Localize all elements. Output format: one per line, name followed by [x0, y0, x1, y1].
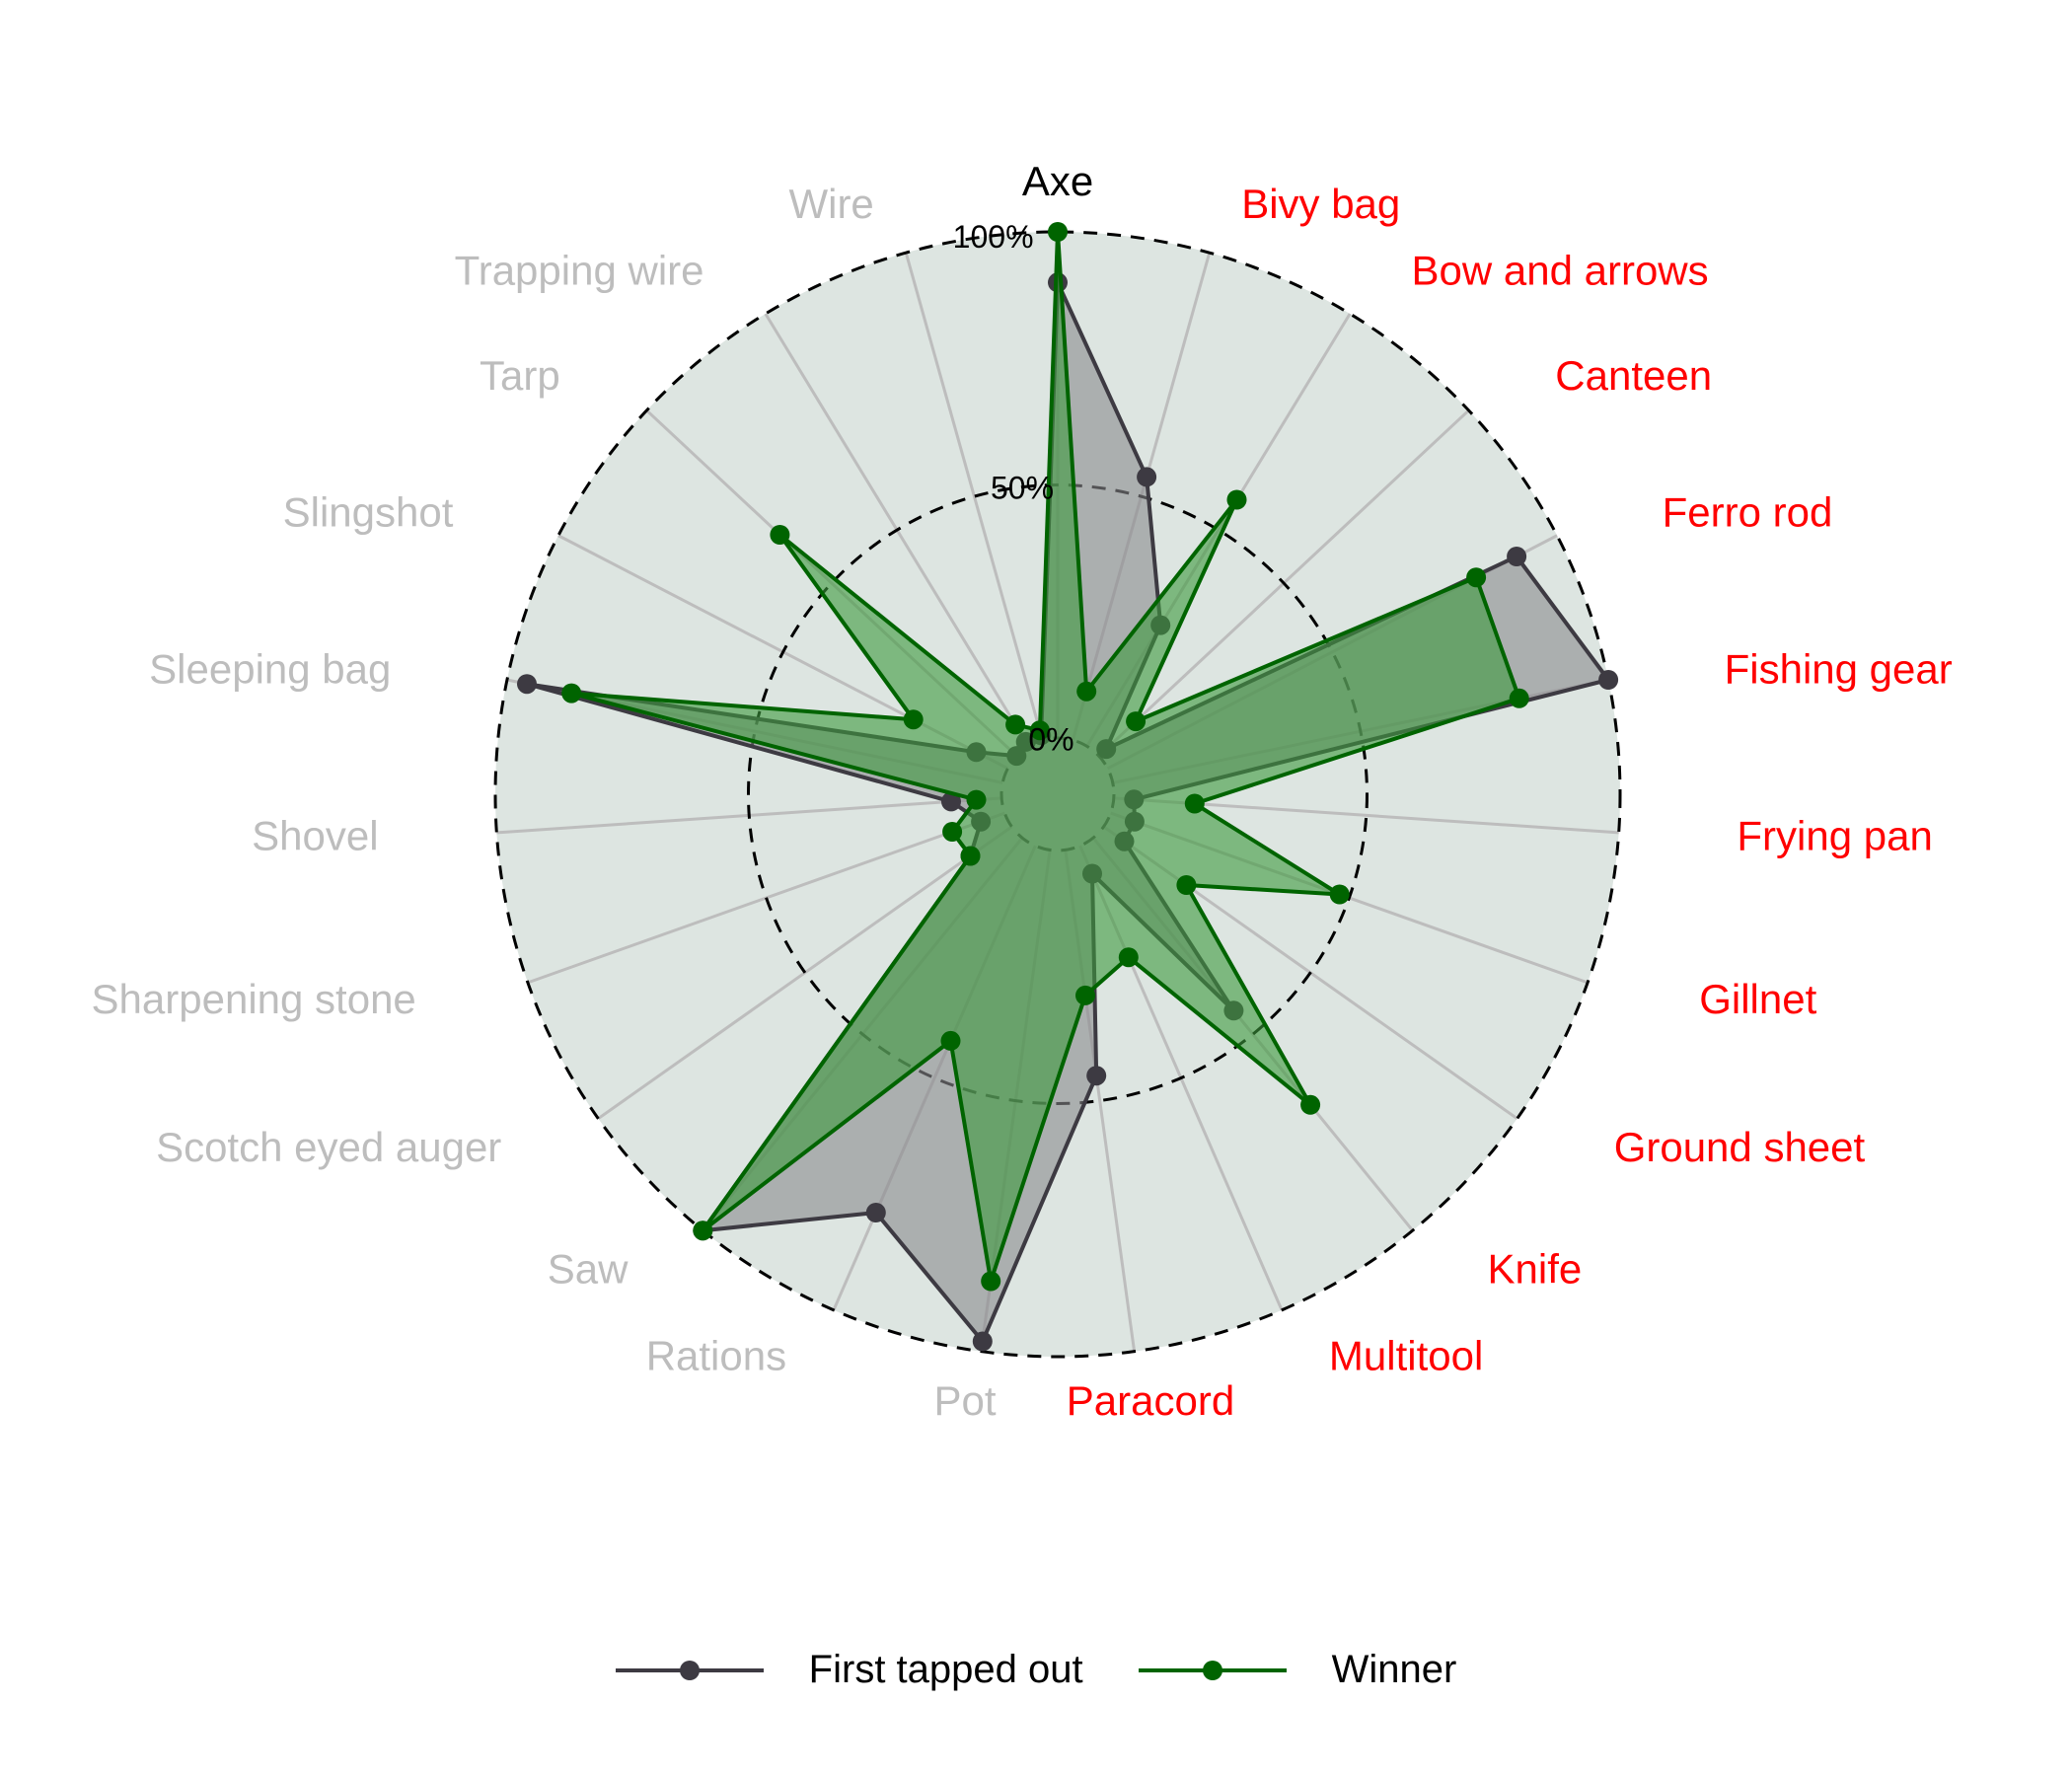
point-winner-ferro-rod	[1466, 567, 1486, 587]
category-label-wire: Wire	[788, 181, 873, 227]
radial-tick-label-0: 0%	[1028, 721, 1073, 757]
point-winner-multitool	[1119, 947, 1139, 967]
point-winner-sharpening-stone	[942, 822, 962, 842]
category-label-bivy-bag: Bivy bag	[1241, 181, 1400, 227]
point-winner-paracord	[1075, 986, 1095, 1005]
point-winner-tarp	[770, 525, 789, 545]
point-winner-canteen	[1126, 711, 1146, 731]
category-label-pot: Pot	[933, 1377, 996, 1424]
category-label-sleeping-bag: Sleeping bag	[149, 646, 391, 693]
point-first-tapped-out-paracord	[1086, 1066, 1106, 1085]
category-label-frying-pan: Frying pan	[1737, 812, 1932, 858]
point-first-tapped-out-fishing-gear	[1598, 670, 1618, 690]
legend: First tapped out Winner	[0, 1648, 2072, 1692]
point-first-tapped-out-rations	[866, 1203, 886, 1222]
category-label-sharpening-stone: Sharpening stone	[92, 976, 416, 1022]
point-winner-bow-and-arrows	[1227, 490, 1247, 510]
legend-label-winner: Winner	[1332, 1648, 1457, 1692]
point-winner-axe	[1048, 222, 1068, 242]
point-winner-bivy-bag	[1076, 682, 1096, 702]
legend-item-first-tapped-out[interactable]: First tapped out	[616, 1648, 1083, 1692]
point-first-tapped-out-sleeping-bag	[517, 674, 537, 694]
category-label-ferro-rod: Ferro rod	[1663, 488, 1833, 535]
category-label-saw: Saw	[548, 1246, 629, 1293]
point-winner-knife	[1300, 1095, 1320, 1115]
category-label-knife: Knife	[1488, 1246, 1583, 1293]
category-label-rations: Rations	[646, 1333, 786, 1379]
category-label-trapping-wire: Trapping wire	[455, 247, 704, 293]
radial-tick-label-50: 50%	[991, 471, 1054, 506]
legend-marker-first-tapped-out	[616, 1656, 764, 1685]
point-winner-saw	[693, 1221, 712, 1240]
radial-tick-label-100: 100%	[953, 219, 1034, 255]
category-label-multitool: Multitool	[1329, 1333, 1483, 1379]
point-winner-trapping-wire	[1005, 714, 1025, 734]
legend-label-first-tapped-out: First tapped out	[809, 1648, 1083, 1692]
point-winner-scotch-eyed-auger	[961, 847, 981, 866]
category-label-slingshot: Slingshot	[283, 488, 454, 535]
legend-item-winner[interactable]: Winner	[1139, 1648, 1457, 1692]
point-first-tapped-out-ferro-rod	[1507, 547, 1526, 566]
category-label-bow-and-arrows: Bow and arrows	[1412, 247, 1709, 293]
category-label-paracord: Paracord	[1067, 1377, 1234, 1424]
category-label-canteen: Canteen	[1555, 352, 1712, 399]
point-first-tapped-out-bivy-bag	[1137, 467, 1156, 486]
point-winner-frying-pan	[1185, 794, 1205, 814]
point-winner-ground-sheet	[1176, 875, 1196, 895]
category-label-gillnet: Gillnet	[1699, 976, 1816, 1022]
category-label-axe: Axe	[1022, 158, 1093, 204]
point-winner-sleeping-bag	[561, 684, 581, 703]
point-winner-rations	[941, 1031, 961, 1051]
point-winner-fishing-gear	[1510, 689, 1529, 708]
point-winner-gillnet	[1330, 885, 1350, 905]
category-label-tarp: Tarp	[480, 352, 560, 399]
point-first-tapped-out-pot	[973, 1332, 993, 1352]
category-label-scotch-eyed-auger: Scotch eyed auger	[156, 1124, 501, 1170]
point-winner-shovel	[967, 790, 987, 810]
category-label-shovel: Shovel	[252, 812, 378, 858]
legend-marker-winner	[1139, 1656, 1287, 1685]
point-winner-pot	[981, 1272, 1000, 1292]
point-winner-slingshot	[904, 709, 924, 729]
category-label-ground-sheet: Ground sheet	[1614, 1124, 1866, 1170]
category-label-fishing-gear: Fishing gear	[1725, 646, 1953, 693]
